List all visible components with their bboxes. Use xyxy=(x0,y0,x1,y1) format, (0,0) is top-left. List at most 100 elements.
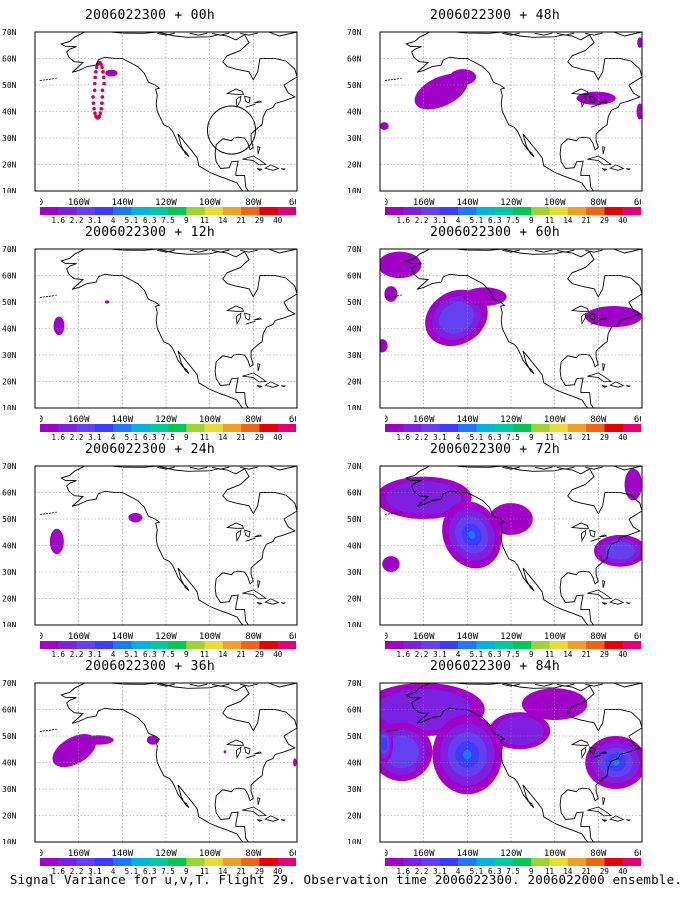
colorbar-label: 21 xyxy=(237,867,246,875)
colorbar-swatch xyxy=(58,424,77,432)
colorbar-swatch xyxy=(421,641,441,649)
x-tick-label: 100W xyxy=(544,632,566,642)
observation-point xyxy=(100,88,105,93)
x-tick-label: 180 xyxy=(385,632,388,642)
observation-point xyxy=(94,65,99,70)
colorbar-label: 11 xyxy=(200,650,209,658)
x-tick-label: 160W xyxy=(413,198,435,208)
colorbar-swatch xyxy=(186,207,205,215)
colorbar-swatch xyxy=(76,424,96,432)
island xyxy=(242,372,268,383)
colorbar-swatch xyxy=(149,207,169,215)
colorbar-swatch xyxy=(513,424,532,432)
colorbar-swatch xyxy=(222,858,242,866)
y-tick-label: 30N xyxy=(2,568,17,577)
y-tick-label: 60N xyxy=(347,489,362,498)
colorbar-label: 14 xyxy=(563,650,573,658)
colorbar-label: 1.6 xyxy=(397,650,411,658)
colorbar-swatch xyxy=(241,858,260,866)
lake xyxy=(254,534,263,538)
colorbar-label: 5.1 xyxy=(470,867,484,875)
variance-contour xyxy=(576,91,616,105)
y-tick-label: 30N xyxy=(347,351,362,360)
coastline xyxy=(268,683,297,688)
map-svg: 70N 60N 50N 40N 30N 20N 10N xyxy=(347,28,643,193)
colorbar-label: 29 xyxy=(255,216,264,224)
island xyxy=(626,168,631,171)
coastline xyxy=(405,249,642,408)
colorbar: 180 160W 140W 120W 100W 80W 60W 1.6 2.2 3.1 4 5.1 6.… xyxy=(27,849,306,876)
island xyxy=(264,164,280,171)
variance-contour xyxy=(462,287,507,306)
y-tick-label: 30N xyxy=(2,785,17,794)
island xyxy=(242,155,268,166)
map-svg: 70N 60N 50N 40N 30N 20N 10N xyxy=(347,679,643,844)
y-tick-label: 70N xyxy=(2,245,17,254)
coastline xyxy=(502,249,520,253)
colorbar-swatch xyxy=(513,858,532,866)
colorbar-label: 5.1 xyxy=(470,216,484,224)
colorbar-label: 9 xyxy=(529,650,534,658)
variance-contour xyxy=(380,251,422,279)
x-tick-label: 140W xyxy=(456,849,478,859)
colorbar-swatch xyxy=(458,424,477,432)
x-tick-label: 80W xyxy=(590,632,607,642)
colorbar-swatch xyxy=(586,858,605,866)
island xyxy=(602,146,606,155)
colorbar-label: 11 xyxy=(545,867,554,875)
colorbar-label: 2.2 xyxy=(70,433,84,441)
colorbar-swatch xyxy=(622,858,642,866)
colorbar-label: 40 xyxy=(273,216,283,224)
colorbar-label: 4 xyxy=(456,433,461,441)
variance-contour xyxy=(463,749,472,760)
colorbar-label: 6.3 xyxy=(143,650,157,658)
x-tick-label: 180 xyxy=(40,198,43,208)
x-tick-label: 140W xyxy=(111,198,133,208)
observation-point xyxy=(101,70,105,74)
coastline xyxy=(157,683,175,687)
map: 70N 60N 50N 40N 30N 20N 10N xyxy=(345,245,645,410)
colorbar-swatch xyxy=(58,207,77,215)
x-tick-label: 100W xyxy=(199,632,221,642)
observation-point xyxy=(100,101,104,106)
y-tick-label: 40N xyxy=(2,325,17,334)
colorbar-label: 3.1 xyxy=(88,867,102,875)
colorbar-label: 14 xyxy=(218,867,228,875)
figure-caption: Signal Variance for u,v,T. Flight 29. Ob… xyxy=(9,872,683,887)
map-frame xyxy=(34,248,298,409)
colorbar-swatch xyxy=(259,858,279,866)
lake xyxy=(590,537,601,542)
lake xyxy=(225,88,245,95)
colorbar-swatch xyxy=(403,207,422,215)
colorbar-label: 7.5 xyxy=(506,867,520,875)
x-tick-label: 100W xyxy=(199,198,221,208)
panel-00h: 2006022300 + 00h 70N 60N 50N 40N 30N 20N 10N 1… xyxy=(0,8,306,225)
colorbar-label: 9 xyxy=(529,433,534,441)
x-tick-label: 160W xyxy=(68,415,90,425)
coastline xyxy=(60,249,297,408)
colorbar: 180 160W 140W 120W 100W 80W 60W 1.6 2.2 3.1 4 5.1 6.… xyxy=(372,415,651,442)
island xyxy=(609,381,625,388)
colorbar-label: 29 xyxy=(255,433,264,441)
y-tick-label: 20N xyxy=(2,812,17,821)
colorbar-label: 6.3 xyxy=(143,216,157,224)
colorbar-swatch xyxy=(241,207,260,215)
colorbar-svg: 180 160W 140W 120W 100W 80W 60W 1.6 2.2 3.1 4 5.1 6.… xyxy=(372,198,651,225)
x-tick-label: 120W xyxy=(500,415,522,425)
panel-title: 2006022300 + 72h xyxy=(429,442,561,457)
map-frame xyxy=(379,248,643,409)
colorbar-svg: 180 160W 140W 120W 100W 80W 60W 1.6 2.2 3.1 4 5.1 6.… xyxy=(27,415,306,442)
colorbar-swatch xyxy=(439,424,459,432)
coastline xyxy=(240,249,258,253)
coastline xyxy=(240,466,258,470)
colorbar-label: 5.1 xyxy=(470,433,484,441)
lake xyxy=(244,95,251,104)
colorbar-swatch xyxy=(204,641,224,649)
observation-point xyxy=(100,95,105,99)
island xyxy=(264,815,280,822)
panel-24h: 2006022300 + 24h 70N 60N 50N 40N 30N 20N 10N 1… xyxy=(0,442,306,659)
colorbar-swatch xyxy=(604,207,624,215)
colorbar-swatch xyxy=(186,424,205,432)
island xyxy=(257,580,261,589)
colorbar-swatch xyxy=(168,424,187,432)
